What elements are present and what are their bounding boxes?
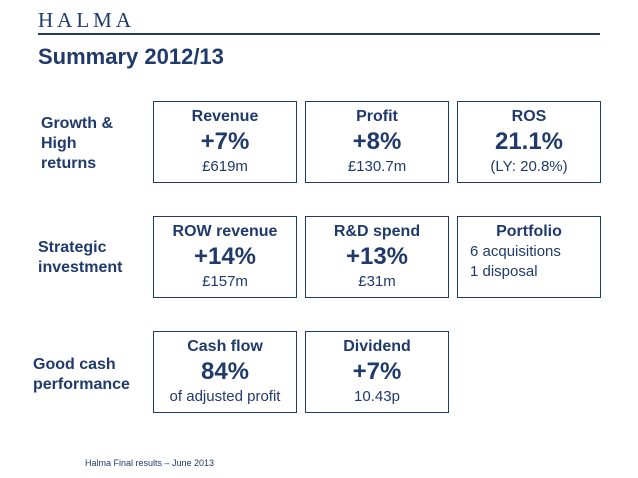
portfolio-box: Portfolio 6 acquisitions 1 disposal	[457, 216, 601, 298]
row-label-cash: Good cash performance	[33, 356, 130, 393]
ros-sub: (LY: 20.8%)	[490, 158, 568, 175]
row-label-growth: Growth & High returns	[41, 115, 113, 172]
ros-title: ROS	[511, 108, 547, 125]
portfolio-title: Portfolio	[496, 223, 562, 240]
row-revenue-value: +14%	[193, 243, 257, 270]
row-revenue-title: ROW revenue	[172, 223, 278, 240]
profit-box: Profit +8% £130.7m	[305, 101, 449, 183]
page-title: Summary 2012/13	[38, 44, 224, 69]
revenue-box: Revenue +7% £619m	[153, 101, 297, 183]
dividend-sub: 10.43p	[354, 388, 400, 405]
ros-value: 21.1%	[494, 128, 564, 155]
profit-value: +8%	[352, 128, 402, 155]
row-revenue-sub: £157m	[202, 273, 248, 290]
portfolio-item: 6 acquisitions	[470, 243, 561, 260]
rd-spend-value: +13%	[345, 243, 409, 270]
revenue-value: +7%	[200, 128, 250, 155]
footer-text: Halma Final results – June 2013	[85, 458, 215, 468]
ros-box: ROS 21.1% (LY: 20.8%)	[457, 101, 601, 183]
cash-flow-title: Cash flow	[187, 338, 263, 355]
rd-spend-box: R&D spend +13% £31m	[305, 216, 449, 298]
row-label-strategic: Strategic investment	[38, 239, 123, 276]
header-rule	[38, 33, 600, 35]
profit-title: Profit	[356, 108, 398, 125]
row-revenue-box: ROW revenue +14% £157m	[153, 216, 297, 298]
dividend-value: +7%	[352, 358, 402, 385]
dividend-box: Dividend +7% 10.43p	[305, 331, 449, 413]
revenue-sub: £619m	[202, 158, 248, 175]
cash-flow-sub: of adjusted profit	[169, 388, 281, 405]
halma-logo: HALMA	[38, 8, 135, 32]
rd-spend-sub: £31m	[358, 273, 396, 290]
cash-flow-box: Cash flow 84% of adjusted profit	[153, 331, 297, 413]
rd-spend-title: R&D spend	[333, 223, 421, 240]
portfolio-item: 1 disposal	[470, 263, 538, 280]
dividend-title: Dividend	[343, 338, 411, 355]
profit-sub: £130.7m	[347, 158, 407, 175]
revenue-title: Revenue	[191, 108, 259, 125]
cash-flow-value: 84%	[200, 358, 250, 385]
